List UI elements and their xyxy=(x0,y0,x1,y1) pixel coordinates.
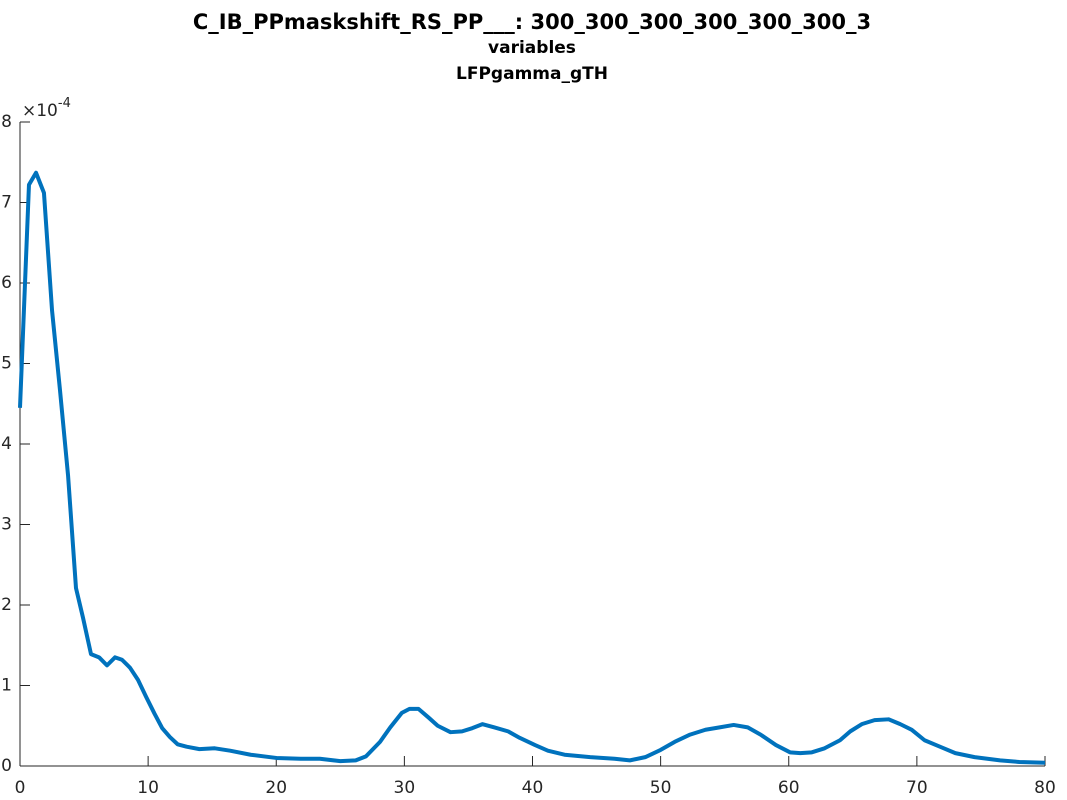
y-tick-label: 6 xyxy=(1,273,12,293)
y-tick-label: 0 xyxy=(1,756,12,776)
y-tick-label: 4 xyxy=(1,434,12,454)
x-tick-label: 0 xyxy=(15,778,26,798)
x-tick-label: 20 xyxy=(265,778,287,798)
x-tick-label: 30 xyxy=(394,778,416,798)
y-tick-label: 8 xyxy=(1,112,12,132)
line-series xyxy=(18,170,1046,765)
chart-subtitle: variables xyxy=(488,38,576,58)
x-tick-label: 50 xyxy=(650,778,672,798)
x-tick-label: 10 xyxy=(137,778,159,798)
x-tick-label: 80 xyxy=(1034,778,1056,798)
chart-subtitle: LFPgamma_gTH xyxy=(456,64,608,84)
y-tick-label: 7 xyxy=(1,193,12,213)
x-tick-label: 60 xyxy=(778,778,800,798)
chart-title: C_IB_PPmaskshift_RS_PP___: 300_300_300_3… xyxy=(193,10,871,34)
y-tick-label: 5 xyxy=(1,354,12,374)
y-tick-label: 1 xyxy=(1,676,12,696)
y-exponent-power: -4 xyxy=(58,96,71,111)
y-exponent: ×10-4 xyxy=(22,96,71,121)
y-tick-label: 2 xyxy=(1,595,12,615)
y-tick-label: 3 xyxy=(1,515,12,535)
x-tick-label: 70 xyxy=(906,778,928,798)
y-multiplier: ×10 xyxy=(22,101,58,121)
x-tick-label: 40 xyxy=(522,778,544,798)
